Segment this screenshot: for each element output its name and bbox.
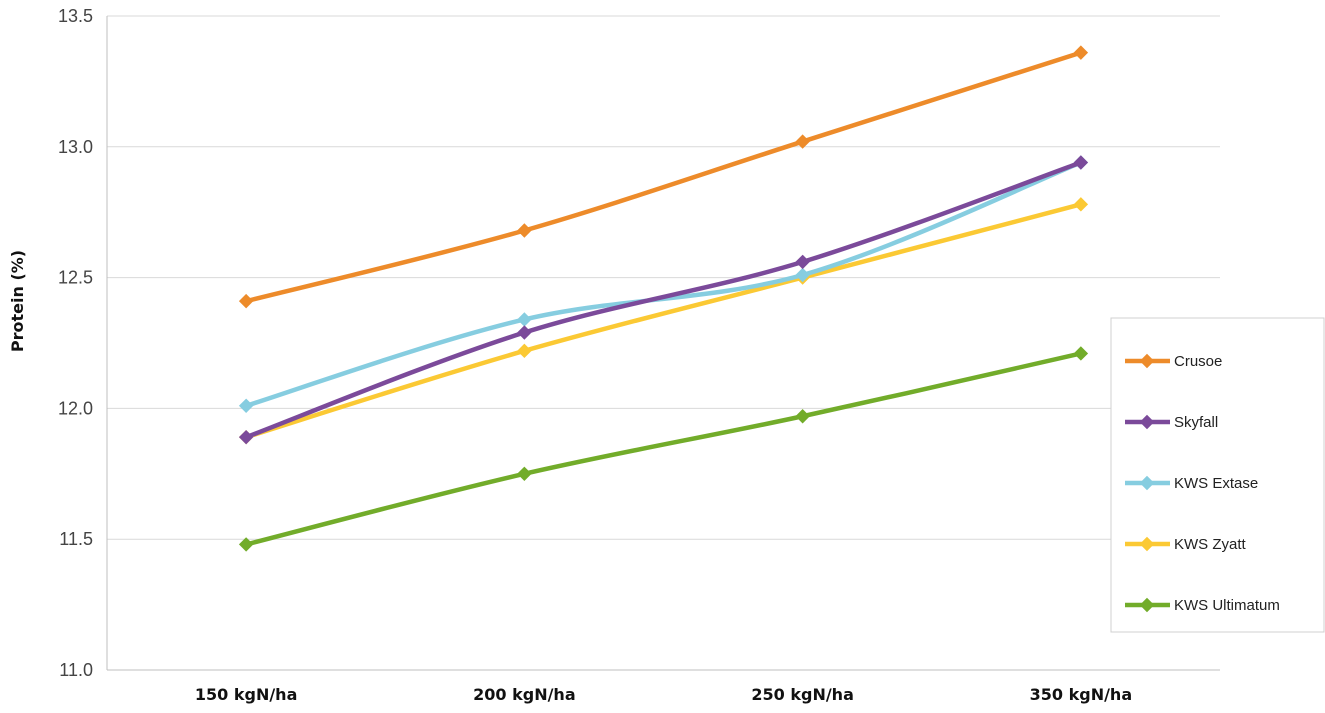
legend-swatch-marker: [1139, 414, 1155, 430]
series-line: [243, 351, 1084, 547]
legend-item: KWS Extase: [1125, 475, 1258, 492]
series-line: [243, 160, 1084, 440]
y-axis-ticks: 11.0 11.5 12.0 12.5 13.0 13.5: [58, 6, 93, 680]
x-tick-label: 250 kgN/ha: [751, 685, 853, 704]
y-tick-label: 13.0: [58, 137, 93, 157]
data-point-marker: [238, 537, 254, 552]
legend-label: Crusoe: [1174, 353, 1222, 370]
legend-label: KWS Extase: [1174, 475, 1258, 492]
data-point-marker: [795, 267, 810, 283]
y-tick-label: 11.5: [59, 529, 93, 549]
y-tick-label: 13.5: [58, 6, 93, 26]
series-kws-extase: [238, 155, 1089, 413]
series-kws-zyatt: [238, 197, 1089, 445]
data-point-marker: [795, 254, 810, 270]
x-axis-categories: 150 kgN/ha 200 kgN/ha 250 kgN/ha 350 kgN/ha: [195, 685, 1132, 704]
data-point-marker: [238, 429, 254, 445]
gridlines: [106, 15, 1220, 671]
data-point-marker: [795, 134, 810, 149]
data-point-marker: [517, 325, 532, 340]
series-crusoe: [238, 45, 1089, 309]
y-tick-label: 11.0: [59, 660, 93, 680]
data-point-marker: [517, 343, 532, 359]
y-tick-label: 12.0: [58, 398, 93, 418]
series-lines: [238, 45, 1089, 552]
legend: Crusoe Skyfall KWS Extase KWS Zyatt KWS Ulti…: [1110, 317, 1325, 633]
legend-item: Skyfall: [1125, 414, 1218, 431]
series-line: [243, 202, 1084, 440]
series-line: [243, 160, 1084, 409]
data-point-marker: [517, 312, 532, 327]
data-point-marker: [1073, 346, 1089, 361]
legend-swatch-marker: [1139, 475, 1155, 491]
data-point-marker: [517, 466, 532, 482]
y-tick-label: 12.5: [58, 268, 93, 288]
data-point-marker: [795, 409, 810, 424]
legend-label: Skyfall: [1174, 414, 1218, 431]
legend-swatch-marker: [1139, 353, 1155, 369]
data-point-marker: [1073, 197, 1089, 212]
x-tick-label: 200 kgN/ha: [473, 685, 575, 704]
series-skyfall: [238, 155, 1089, 445]
data-point-marker: [1073, 45, 1089, 60]
legend-swatch-marker: [1139, 597, 1155, 613]
data-point-marker: [1073, 155, 1089, 170]
legend-swatch-marker: [1139, 536, 1155, 552]
data-point-marker: [238, 293, 254, 309]
legend-item: KWS Ultimatum: [1125, 597, 1280, 614]
legend-box: [1110, 317, 1325, 633]
x-tick-label: 150 kgN/ha: [195, 685, 297, 704]
data-point-marker: [238, 398, 254, 413]
legend-item: Crusoe: [1125, 353, 1222, 370]
legend-label: KWS Zyatt: [1174, 536, 1247, 553]
legend-item: KWS Zyatt: [1125, 536, 1247, 553]
data-point-marker: [517, 223, 532, 238]
series-line: [243, 50, 1084, 304]
series-kws-ultimatum: [238, 346, 1089, 552]
y-axis-title: Protein (%): [8, 250, 27, 352]
legend-label: KWS Ultimatum: [1174, 597, 1280, 614]
x-tick-label: 350 kgN/ha: [1030, 685, 1132, 704]
